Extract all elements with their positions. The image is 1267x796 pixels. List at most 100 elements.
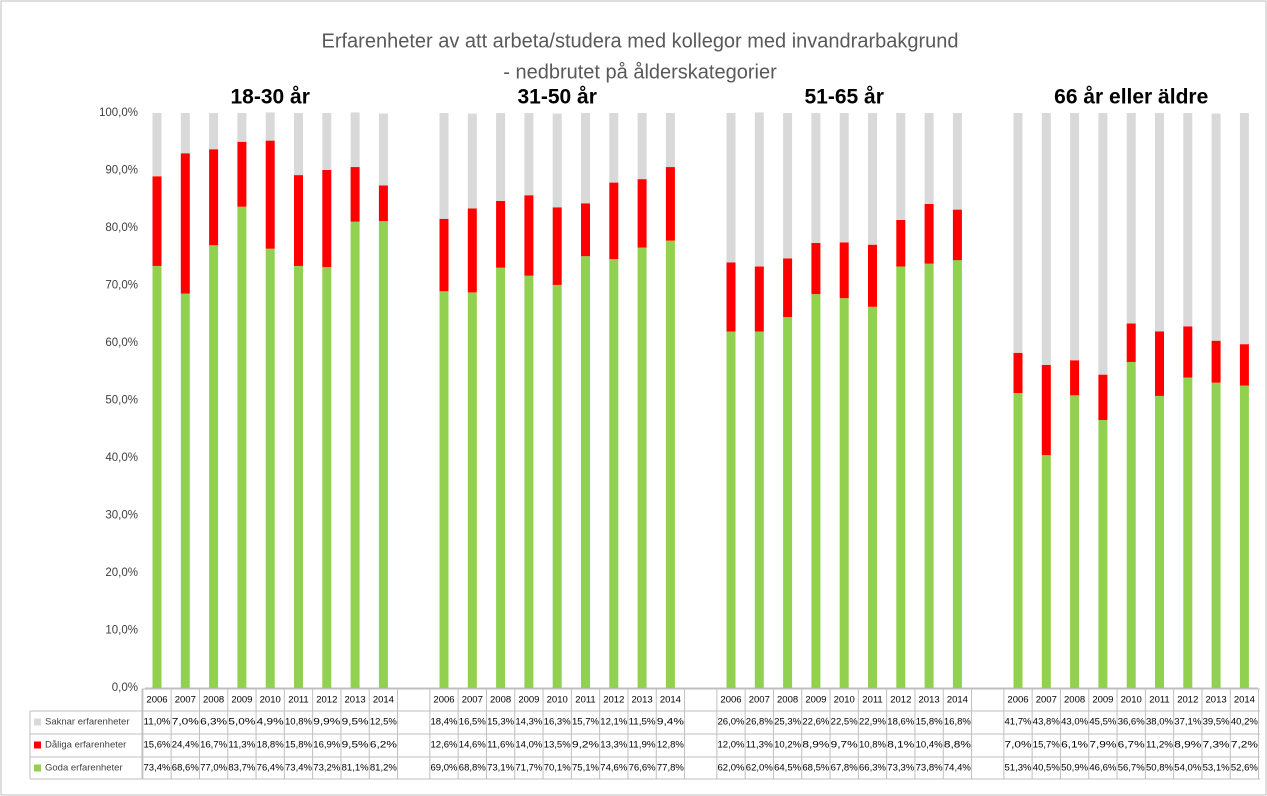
bar-segment (378, 221, 388, 688)
bar-segment (1239, 113, 1249, 345)
bar-segment (467, 208, 477, 293)
x-tick-label: 2006 (720, 695, 741, 706)
bar-segment (350, 167, 360, 222)
table-value: 16,7% (200, 740, 228, 751)
x-tick-label: 2013 (1206, 695, 1227, 706)
table-value: 15,8% (285, 740, 313, 751)
x-tick-label: 2014 (373, 695, 394, 706)
y-tick-label: 40,0% (105, 452, 138, 464)
x-tick-label: 2008 (490, 695, 511, 706)
bar-segment (1155, 395, 1164, 688)
table-value: 73,4% (285, 763, 313, 774)
table-value: 7,3% (1203, 740, 1231, 751)
bar-segment (467, 292, 477, 688)
bar-segment (754, 331, 764, 688)
bar-segment (496, 267, 506, 688)
x-tick-label: 2006 (1007, 695, 1028, 706)
bar-segment (952, 260, 962, 688)
table-value: 11,6% (487, 740, 515, 751)
table-value: 50,8% (1146, 763, 1174, 774)
table-value: 83,7% (228, 763, 256, 774)
group-label: 18-30 år (230, 86, 309, 109)
table-value: 24,4% (172, 740, 200, 751)
x-tick-label: 2007 (175, 695, 196, 706)
table-value: 73,8% (916, 763, 944, 774)
table-value: 76,4% (257, 763, 285, 774)
table-value: 18,4% (431, 717, 459, 728)
chart-subtitle: - nedbrutet på ålderskategorier (503, 61, 777, 83)
table-value: 11,2% (1146, 740, 1174, 751)
y-tick-label: 0,0% (112, 682, 138, 694)
table-value: 15,8% (916, 717, 944, 728)
y-tick-label: 50,0% (105, 395, 138, 407)
bar-segment (1070, 360, 1080, 396)
table-value: 14,3% (515, 717, 543, 728)
table-value: 9,4% (657, 717, 685, 728)
table-value: 22,5% (831, 717, 859, 728)
table-value: 12,1% (600, 717, 628, 728)
bar-segment (552, 113, 562, 208)
table-value: 75,1% (572, 763, 600, 774)
table-value: 11,3% (746, 740, 774, 751)
x-tick-label: 2006 (433, 695, 454, 706)
bar-segment (1013, 352, 1023, 394)
table-value: 26,8% (746, 717, 774, 728)
x-tick-label: 2013 (632, 695, 653, 706)
bar-segment (265, 112, 275, 141)
table-value: 77,8% (657, 763, 685, 774)
table-value: 9,9% (313, 717, 341, 728)
bar-segment (609, 182, 619, 260)
table-value: 6,7% (1118, 740, 1146, 751)
bar-segment (868, 306, 877, 688)
x-tick-label: 2009 (1092, 695, 1113, 706)
x-tick-label: 2008 (777, 695, 798, 706)
x-tick-label: 2012 (890, 695, 911, 706)
table-value: 46,6% (1089, 763, 1117, 774)
bar-segment (581, 203, 590, 257)
x-tick-label: 2014 (1234, 695, 1255, 706)
table-value: 62,0% (746, 763, 774, 774)
table-value: 16,9% (313, 740, 341, 751)
bar-segment (783, 258, 793, 318)
table-value: 39,5% (1203, 717, 1231, 728)
table-value: 22,9% (859, 717, 887, 728)
bar-segment (152, 176, 162, 266)
table-value: 16,8% (944, 717, 972, 728)
x-tick-label: 2014 (947, 695, 968, 706)
table-value: 12,5% (370, 717, 398, 728)
table-value: 8,9% (1174, 740, 1202, 751)
x-tick-label: 2011 (1149, 695, 1169, 706)
bar-segment (524, 275, 534, 688)
x-tick-label: 2007 (749, 695, 770, 706)
table-value: 16,5% (459, 717, 487, 728)
bar-segment (1041, 364, 1051, 456)
table-value: 54,0% (1174, 763, 1202, 774)
table-value: 74,6% (600, 763, 628, 774)
bar-segment (581, 256, 590, 688)
bar-segment (1070, 395, 1080, 688)
x-tick-label: 2007 (462, 695, 483, 706)
table-value: 10,4% (916, 740, 944, 751)
table-value: 4,9% (257, 717, 285, 728)
table-value: 71,7% (515, 763, 543, 774)
bar-segment (924, 203, 934, 264)
table-value: 5,0% (228, 717, 256, 728)
bar-segment (467, 113, 477, 209)
bar-segment (1183, 326, 1193, 378)
legend-swatch (34, 764, 41, 772)
bar-segment (726, 262, 736, 332)
bar-segment (378, 185, 388, 222)
legend-label: Saknar erfarenheter (45, 717, 130, 728)
table-value: 73,1% (487, 763, 515, 774)
table-value: 11,9% (629, 740, 657, 751)
bar-segment (637, 113, 647, 180)
group-label: 66 år eller äldre (1054, 86, 1208, 109)
bar-segment (496, 113, 506, 201)
bar-segment (1126, 323, 1136, 362)
bar-segment (439, 291, 449, 688)
x-tick-label: 2011 (575, 695, 595, 706)
table-value: 68,8% (459, 763, 487, 774)
table-value: 73,4% (144, 763, 172, 774)
bar-segment (265, 248, 275, 688)
